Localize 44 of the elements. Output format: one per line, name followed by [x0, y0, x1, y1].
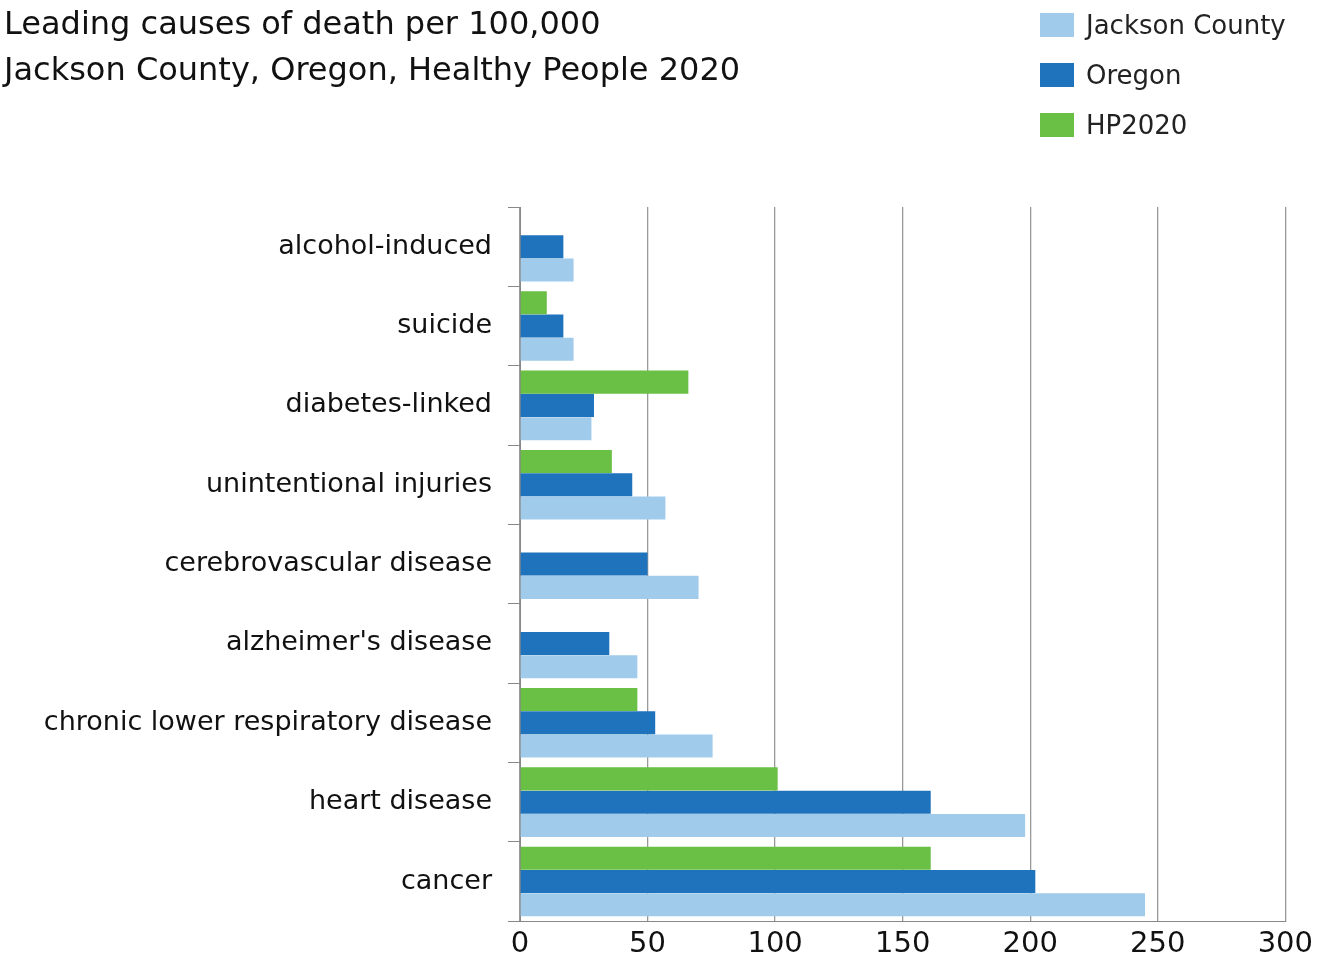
x-tick-label: 50 [629, 925, 667, 960]
bar [520, 291, 547, 315]
x-tick-label: 200 [1002, 925, 1058, 960]
bar [520, 734, 713, 758]
bar [520, 870, 1036, 894]
y-tick-label: alcohol-induced [278, 228, 492, 260]
bar [520, 552, 648, 576]
x-tick-label: 300 [1257, 925, 1313, 960]
bar [520, 711, 656, 735]
bar [520, 655, 638, 679]
x-tick-label: 100 [747, 925, 803, 960]
x-tick-label: 0 [510, 925, 530, 960]
y-tick-label: cancer [400, 863, 493, 895]
bar [520, 496, 666, 520]
y-tick-label: diabetes-linked [285, 387, 492, 419]
bar [520, 235, 564, 259]
bar [520, 370, 689, 394]
bar [520, 258, 574, 282]
legend-label: Oregon [1086, 60, 1182, 90]
x-tick-label: 150 [874, 925, 931, 960]
bar [520, 473, 633, 497]
bar [520, 314, 564, 338]
y-tick-label: cerebrovascular disease [164, 546, 492, 578]
bar [520, 813, 1026, 837]
bar [520, 575, 699, 599]
bar [520, 893, 1146, 917]
bar [520, 449, 612, 473]
bar [520, 846, 931, 870]
chart-title: Leading causes of death per 100,000 Jackson County, Oregon, Healthy People 2020 [4, 3, 741, 90]
y-tick-label: heart disease [308, 784, 492, 816]
bar [520, 631, 610, 655]
bar [520, 393, 594, 417]
y-tick-label: unintentional injuries [205, 466, 492, 498]
bar [520, 790, 931, 814]
bar [520, 337, 574, 361]
bar [520, 767, 778, 791]
y-tick-label: alzheimer's disease [225, 625, 492, 657]
y-tick-label: chronic lower respiratory disease [43, 704, 492, 736]
bar [520, 417, 592, 441]
y-tick-label: suicide [397, 308, 492, 340]
bar [520, 688, 638, 712]
x-tick-label: 250 [1130, 925, 1186, 960]
legend-label: Jackson County [1086, 10, 1286, 40]
legend-label: HP2020 [1086, 110, 1188, 140]
